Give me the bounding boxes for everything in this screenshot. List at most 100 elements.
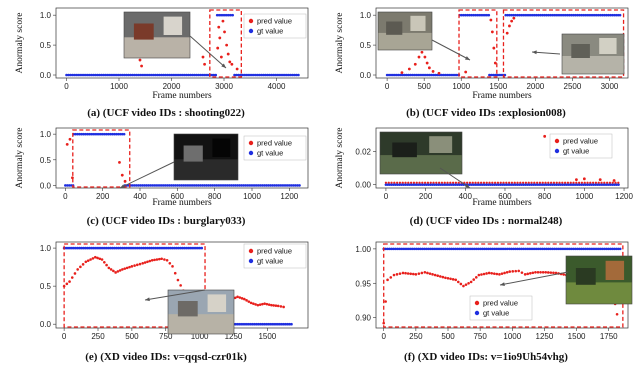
pred-point [438,182,440,184]
y-tick-label: 0.00 [355,181,371,190]
pred-point [466,182,468,184]
pred-point [512,17,515,20]
pred-point [526,273,529,276]
thumbnail-ground [124,37,190,58]
pred-point [158,258,161,261]
pred-point [438,72,441,75]
pred-point [179,284,182,287]
pred-point [131,265,134,268]
pred-point [230,63,233,66]
pred-point [396,182,398,184]
pred-point [250,302,253,305]
pred-point [447,277,450,280]
x-axis-label: Frame numbers [472,91,532,101]
pred-point [126,267,129,270]
pred-point [110,268,113,271]
pred-point [517,270,520,273]
pred-point [567,182,569,184]
pred-point [550,271,553,274]
y-axis-label: Anormaly score [15,128,25,189]
pred-point [105,264,108,267]
pred-point [270,304,273,307]
pred-point [92,257,95,260]
pred-point [525,182,527,184]
x-tick-label: 1200 [280,192,298,201]
panel-caption: (e) (XD video IDs: v=qqsd-czr01k) [85,351,247,363]
pred-point [446,182,448,184]
x-tick-label: 3000 [601,82,619,91]
legend-label-pred: pred value [257,139,292,148]
pred-point [489,19,492,22]
pred-point [385,182,387,184]
pred-point [431,273,434,276]
pred-point [502,182,504,184]
pred-point [589,182,591,184]
pred-point [416,182,418,184]
gt-point [488,14,491,17]
pred-point [117,270,120,273]
pred-point [402,272,405,275]
pred-point [275,304,278,307]
gt-point [200,247,203,250]
pred-point [470,281,473,284]
gt-series [385,183,620,186]
pred-point [552,271,555,274]
pred-point [462,285,465,288]
pred-point [128,266,131,269]
pred-point [426,62,429,65]
pred-point [544,271,547,274]
x-tick-label: 1200 [615,192,633,201]
pred-point [149,260,152,263]
thumbnail-object [429,136,452,153]
y-tick-label: 0.5 [40,282,52,291]
x-tick-label: 400 [459,192,473,201]
legend-label-gt: gt value [483,309,509,318]
pred-point [616,313,619,316]
x-tick-label: 1000 [575,192,593,201]
pred-point [216,47,219,50]
legend-label-gt: gt value [257,27,283,36]
y-axis-label: Anormaly score [335,128,345,189]
pred-point [497,182,499,184]
x-tick-label: 1250 [536,332,554,341]
pred-point [160,257,163,260]
pred-point [562,273,565,276]
pred-point [454,279,457,282]
pred-point [248,300,251,303]
pred-point [491,31,494,34]
legend-label-gt: gt value [563,147,589,156]
pred-point [386,279,389,282]
pred-point [542,182,544,184]
pred-point [613,179,616,182]
legend-marker-gt [555,149,559,153]
legend: pred valuegt value [470,296,532,320]
pred-point [225,44,228,47]
pred-point [530,182,532,184]
gt-point [297,74,300,77]
pred-point [486,182,488,184]
pred-point [79,266,82,269]
pred-point [578,182,580,184]
pred-point [432,182,434,184]
thumbnail-ground [562,56,624,74]
panel-f: 0 250 500 750 1000 1250 1500 17500.900.951.00pr… [355,242,632,363]
pred-point [436,274,439,277]
x-axis-label: Frame numbers [152,198,212,208]
pred-point [583,177,586,180]
pred-point [428,66,431,69]
pred-point [511,270,514,273]
pred-point [228,60,231,63]
pred-point [485,272,488,275]
pred-point [508,270,511,273]
thumbnail-object [599,38,616,54]
pred-point [236,68,239,71]
x-tick-label: 500 [441,332,455,341]
pred-point [617,182,619,184]
x-tick-label: 1000 [243,192,261,201]
pred-point [266,303,269,306]
thumbnail-object [576,268,596,285]
pred-point [522,182,524,184]
x-tick-label: 1000 [503,332,521,341]
gt-point [290,323,293,326]
